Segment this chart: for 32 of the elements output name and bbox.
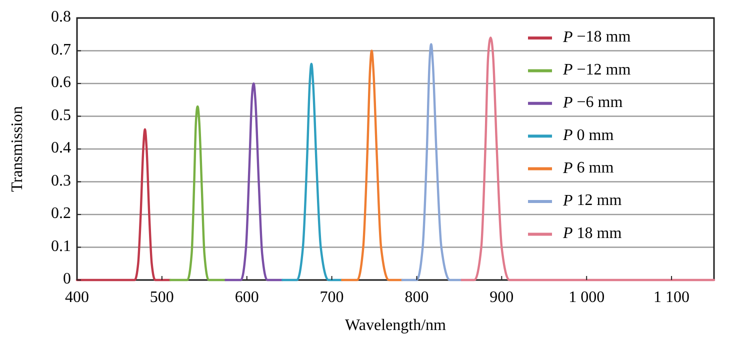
legend-label: P −12 mm (562, 61, 632, 78)
x-tick-label: 800 (404, 289, 429, 306)
y-tick-label: 0.1 (51, 238, 71, 255)
x-tick-label: 500 (150, 289, 174, 306)
line-series (169, 105, 227, 282)
x-tick-label: 900 (490, 289, 514, 306)
legend-label: P 12 mm (562, 192, 622, 210)
y-tick-label: 0.6 (51, 74, 71, 92)
legend-label: P −6 mm (562, 94, 624, 112)
x-tick-label: 700 (320, 289, 344, 306)
x-tick-label: 1 000 (568, 289, 605, 306)
y-axis-title: Transmission (9, 106, 26, 192)
y-tick-label: 0.4 (51, 140, 71, 157)
line-series (340, 50, 404, 282)
line-series (281, 62, 344, 282)
x-axis-title: Wavelength/nm (345, 317, 447, 334)
y-tick-label: 0.3 (51, 172, 71, 190)
y-tick-label: 0.8 (51, 8, 71, 26)
legend-label: P 6 mm (562, 159, 614, 176)
y-tick-label: 0.7 (51, 41, 71, 58)
x-tick-label: 600 (234, 289, 259, 306)
x-tick-label: 1 100 (654, 289, 690, 306)
y-tick-label: 0.5 (51, 106, 71, 124)
y-tick-label: 0 (63, 270, 71, 288)
line-series (401, 43, 463, 282)
line-series (76, 128, 172, 282)
legend-label: P 18 mm (562, 224, 622, 242)
legend-label: P −18 mm (562, 28, 632, 46)
y-tick-label: 0.2 (51, 205, 71, 222)
x-tick-label: 400 (65, 289, 89, 306)
legend-label: P 0 mm (562, 126, 614, 144)
line-series (224, 82, 284, 282)
